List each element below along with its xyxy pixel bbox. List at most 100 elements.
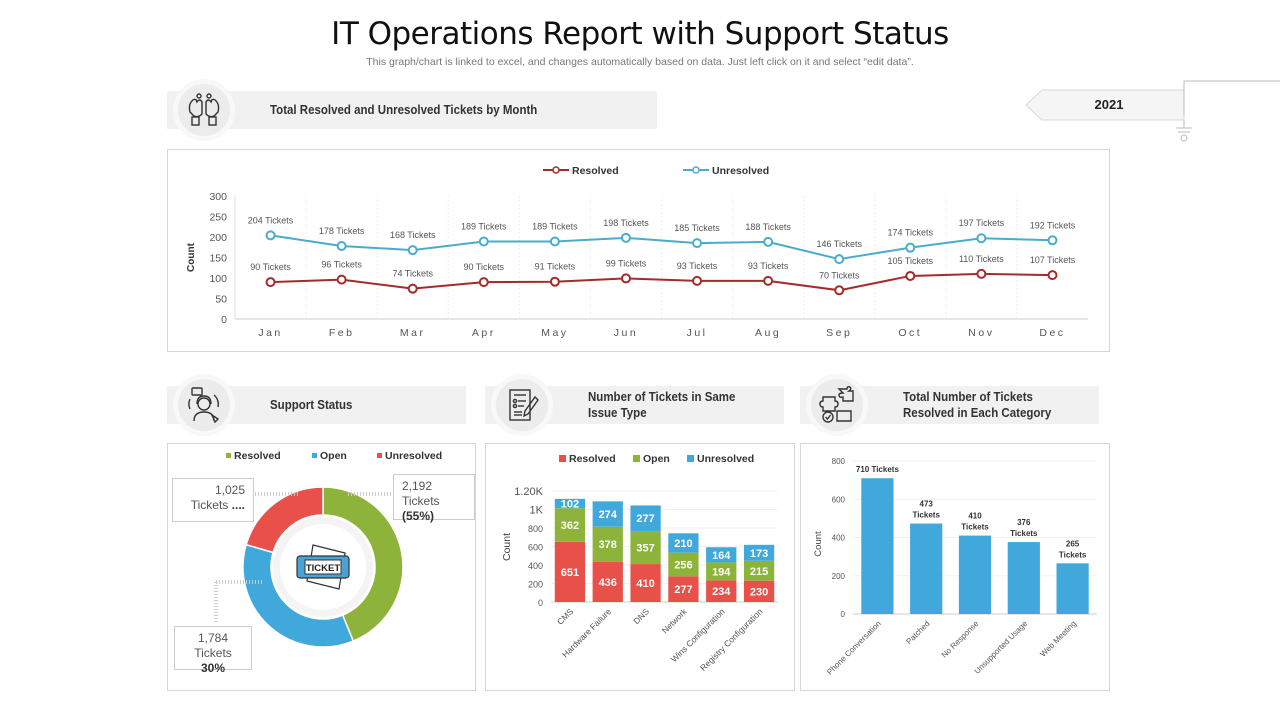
callout-value: 1,025 — [214, 483, 245, 497]
y-tick-label: 0 — [841, 610, 846, 619]
data-label-unresolved: 198 Tickets — [603, 218, 649, 228]
x-tick-label: Sep — [826, 327, 852, 339]
bar-value-label: 164 — [712, 550, 731, 562]
x-tick-label: Nov — [968, 327, 994, 339]
data-point-resolved — [620, 273, 631, 284]
bar-segment-resolved — [743, 580, 775, 602]
data-label-unresolved: 185 Tickets — [674, 223, 720, 233]
y-tick-label: 150 — [209, 253, 227, 265]
support-status-panel: Resolved Open Unresolved TICKET 1,025 Ticke… — [167, 443, 476, 691]
data-point-unresolved — [407, 245, 418, 256]
bar-value-label: 410 — [636, 578, 654, 590]
legend-marker-unresolved — [692, 166, 700, 174]
legend-label-resolved: Resolved — [572, 165, 619, 177]
bar-value-label: 274 — [599, 509, 618, 521]
legend-label-unresolved: Unresolved — [385, 450, 442, 462]
bar-value-label: 173 — [750, 548, 768, 560]
data-point-unresolved — [1047, 235, 1058, 246]
x-tick-label: Phone Conversation — [825, 619, 883, 677]
x-tick-label: Unsupported Usage — [973, 619, 1030, 676]
callout-value: 2,192 — [402, 479, 433, 493]
section-header-issue: Number of Tickets in Same Issue Type — [485, 374, 784, 436]
x-tick-label: No Response — [940, 619, 981, 660]
page-subtitle: This graph/chart is linked to excel, and… — [366, 56, 914, 68]
bar-value-label: 362 — [561, 520, 579, 532]
legend-swatch-unresolved — [687, 455, 694, 462]
y-tick-label: 50 — [215, 294, 227, 306]
bar — [910, 523, 943, 614]
callout-pct: (55%) — [402, 509, 435, 523]
x-tick-label: Web Meeting — [1038, 619, 1078, 659]
data-label-resolved: 93 Tickets — [748, 261, 789, 271]
data-label-resolved: 96 Tickets — [321, 260, 362, 270]
callout-resolved: 2,192 Tickets (55%) — [393, 474, 475, 523]
ticket-icon-label: TICKET — [306, 563, 341, 574]
page-title: IT Operations Report with Support Status — [331, 16, 949, 52]
bar-value-label: 277 — [636, 513, 654, 525]
donut-slice-unresolved — [245, 486, 324, 554]
year-tab[interactable]: 2021 — [1024, 80, 1280, 142]
data-point-resolved — [976, 268, 987, 279]
category-bar-chart: 0 200 400 600 800 Count 710 Tickets Phone Conve… — [813, 457, 1097, 677]
puzzle-pieces-icon — [819, 386, 854, 423]
bar-value-label: 277 — [674, 584, 692, 596]
x-tick-label: Jul — [687, 327, 708, 339]
section-title: Total Number of Tickets Resolved in Each… — [903, 386, 1051, 424]
callout-unresolved: 1,025 Tickets .... — [172, 478, 254, 522]
y-tick-label: 300 — [209, 191, 227, 203]
data-point-resolved — [549, 276, 560, 287]
x-tick-label: Aug — [755, 327, 781, 339]
bar-value-unit: Tickets — [1010, 529, 1038, 538]
callout-pct: 30% — [200, 661, 226, 675]
bar — [958, 535, 992, 614]
y-tick-label: 100 — [209, 273, 227, 285]
icon-badge — [173, 374, 235, 436]
icon-badge — [173, 79, 235, 141]
data-label-resolved: 90 Tickets — [464, 262, 505, 272]
data-label-unresolved: 197 Tickets — [959, 218, 1005, 228]
bar-value-label: 651 — [561, 567, 579, 579]
y-tick-label: 800 — [528, 524, 543, 534]
support-agent-icon — [188, 387, 220, 424]
bar-value-label: 256 — [674, 560, 692, 572]
bar-value-label: 378 — [599, 539, 617, 551]
legend-swatch-resolved — [226, 453, 231, 458]
bar-segment-open — [743, 560, 775, 581]
y-tick-label: 250 — [209, 212, 227, 224]
bar — [1056, 563, 1089, 614]
legend-swatch-unresolved — [377, 453, 382, 458]
bar-segment-open — [706, 562, 737, 581]
section-title-line1: Total Number of Tickets — [903, 390, 1033, 404]
data-label-unresolved: 189 Tickets — [461, 222, 507, 232]
data-label-resolved: 91 Tickets — [535, 262, 576, 272]
callout-unit: Tickets — [190, 498, 229, 512]
bar-segment-open — [592, 526, 623, 562]
support-donut-chart: Resolved Open Unresolved TICKET — [214, 450, 442, 648]
monthly-chart-panel: Resolved Unresolved 0 50 100 150 200 250 300 Coun… — [167, 149, 1110, 352]
bar-value-label: 357 — [636, 543, 654, 555]
section-header-category: Total Number of Tickets Resolved in Each… — [800, 374, 1099, 436]
bar-segment-unresolved — [630, 505, 661, 532]
legend-swatch-open — [633, 455, 640, 462]
data-label-unresolved: 178 Tickets — [319, 226, 365, 236]
data-point-resolved — [905, 270, 916, 281]
data-point-resolved — [692, 275, 703, 286]
icon-badge — [806, 374, 868, 436]
x-tick-label: Patched — [904, 619, 931, 646]
year-label: 2021 — [1094, 97, 1124, 112]
y-tick-label: 600 — [832, 495, 846, 504]
y-tick-label: 800 — [832, 457, 846, 466]
legend-marker-resolved — [552, 166, 560, 174]
section-header-monthly: Total Resolved and Unresolved Tickets by… — [167, 79, 657, 141]
data-point-resolved — [407, 283, 418, 294]
series-line-resolved — [270, 272, 1053, 292]
x-tick-label: DNS — [631, 606, 651, 626]
data-point-resolved — [265, 277, 276, 288]
x-tick-label: Dec — [1039, 327, 1065, 339]
donut-slice-open — [242, 543, 355, 648]
bar-value-label: 410 — [968, 512, 982, 521]
legend-swatch-open — [312, 453, 317, 458]
data-point-unresolved — [763, 236, 774, 247]
checklist-document-icon — [509, 389, 539, 421]
data-point-resolved — [834, 285, 845, 296]
